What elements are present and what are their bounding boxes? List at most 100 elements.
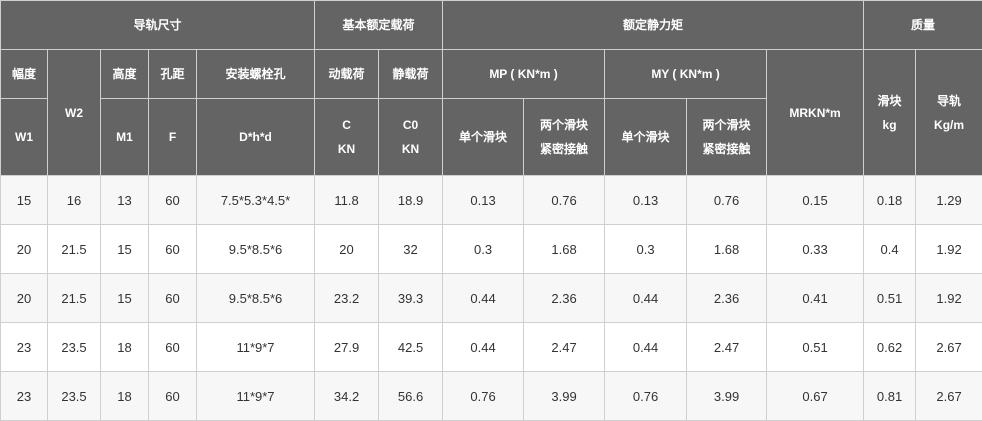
table-cell: 16 (47, 175, 101, 225)
table-row: 23 23.5 18 60 11*9*7 34.2 56.6 0.76 3.99 0.76 3.99… (0, 371, 982, 421)
table-cell: 3.99 (686, 371, 768, 421)
slider-mass-unit: kg (882, 117, 897, 132)
table-header: 导轨尺寸 基本额定载荷 额定静力矩 质量 幅度 W2 高度 孔距 安装螺栓孔 动… (0, 0, 982, 176)
table-cell: 60 (148, 322, 197, 372)
group-rail-dimensions: 导轨尺寸 (0, 0, 316, 50)
col-c0: C0 KN (378, 98, 444, 176)
col-bolt: D*h*d (195, 98, 316, 176)
rail-mass-unit: Kg/m (934, 117, 965, 132)
my-double-line2: 紧密接触 (702, 142, 751, 156)
table-cell: 0.33 (766, 224, 865, 274)
table-cell: 13 (100, 175, 149, 225)
table-cell: 0.13 (604, 175, 688, 225)
table-body: 15 16 13 60 7.5*5.3*4.5* 11.8 18.9 0.13 0.76 0.13… (0, 175, 982, 421)
table-cell: 0.15 (766, 175, 865, 225)
col-mr: MRKN*m (766, 49, 865, 176)
table-cell: 60 (148, 273, 197, 323)
slider-mass-label: 滑块 (877, 93, 902, 108)
table-cell: 21.5 (47, 224, 101, 274)
table-cell: 1.68 (523, 224, 606, 274)
table-row: 15 16 13 60 7.5*5.3*4.5* 11.8 18.9 0.13 0.76 0.13… (0, 175, 982, 225)
table-cell: 34.2 (314, 371, 380, 421)
table-cell: 18 (100, 371, 149, 421)
table-cell: 1.29 (915, 175, 982, 225)
table-cell: 2.67 (915, 371, 982, 421)
table-cell: 0.51 (863, 273, 917, 323)
table-cell: 32 (378, 224, 444, 274)
table-cell: 1.92 (915, 273, 982, 323)
table-cell: 18 (100, 322, 149, 372)
table-cell: 0.3 (442, 224, 525, 274)
mp-double-line1: 两个滑块 (540, 118, 589, 132)
col-m1: M1 (100, 98, 149, 176)
table-cell: 23.5 (47, 371, 101, 421)
my-double-line1: 两个滑块 (702, 118, 751, 132)
table-cell: 1.92 (915, 224, 982, 274)
col-w1-label: 幅度 (0, 49, 48, 99)
table-cell: 9.5*8.5*6 (195, 273, 316, 323)
table-cell: 2.67 (915, 322, 982, 372)
col-f-label: 孔距 (148, 49, 197, 99)
table-cell: 20 (0, 224, 48, 274)
col-my-single: 单个滑块 (604, 98, 688, 176)
table-cell: 21.5 (47, 273, 101, 323)
table-cell: 27.9 (314, 322, 380, 372)
table-cell: 0.44 (442, 273, 525, 323)
table-cell: 0.67 (766, 371, 865, 421)
table-cell: 15 (100, 224, 149, 274)
table-cell: 15 (100, 273, 149, 323)
table-cell: 18.9 (378, 175, 444, 225)
col-mp-double: 两个滑块 紧密接触 (523, 98, 606, 176)
table-cell: 56.6 (378, 371, 444, 421)
table-cell: 0.3 (604, 224, 688, 274)
table-cell: 23 (0, 322, 48, 372)
table-cell: 0.76 (604, 371, 688, 421)
table-cell: 60 (148, 175, 197, 225)
col-c-label: 动载荷 (314, 49, 380, 99)
table-cell: 3.99 (523, 371, 606, 421)
table-cell: 9.5*8.5*6 (195, 224, 316, 274)
group-static-moment: 额定静力矩 (442, 0, 865, 50)
col-my: MY ( KN*m ) (604, 49, 768, 99)
col-my-double: 两个滑块 紧密接触 (686, 98, 768, 176)
table-cell: 20 (0, 273, 48, 323)
col-f: F (148, 98, 197, 176)
table-row: 20 21.5 15 60 9.5*8.5*6 23.2 39.3 0.44 2.36 0.44 2… (0, 273, 982, 323)
c0-unit: KN (401, 142, 420, 156)
table-cell: 11*9*7 (195, 322, 316, 372)
table-cell: 20 (314, 224, 380, 274)
table-cell: 0.44 (604, 322, 688, 372)
table-cell: 0.4 (863, 224, 917, 274)
table-cell: 2.36 (523, 273, 606, 323)
col-m1-label: 高度 (100, 49, 149, 99)
table-cell: 0.41 (766, 273, 865, 323)
group-mass: 质量 (863, 0, 982, 50)
table-cell: 0.81 (863, 371, 917, 421)
col-c0-label: 静载荷 (378, 49, 444, 99)
col-mp-single: 单个滑块 (442, 98, 525, 176)
col-w2: W2 (47, 49, 101, 176)
table-cell: 0.44 (442, 322, 525, 372)
c0-label: C0 (402, 118, 419, 132)
table-cell: 0.76 (686, 175, 768, 225)
col-bolt-label: 安装螺栓孔 (195, 49, 316, 99)
table-cell: 0.76 (442, 371, 525, 421)
table-cell: 0.51 (766, 322, 865, 372)
group-basic-load: 基本额定载荷 (314, 0, 444, 50)
table-cell: 15 (0, 175, 48, 225)
c-unit: KN (337, 142, 356, 156)
col-c: C KN (314, 98, 380, 176)
table-cell: 2.47 (686, 322, 768, 372)
table-cell: 2.47 (523, 322, 606, 372)
table-cell: 0.44 (604, 273, 688, 323)
mp-double-line2: 紧密接触 (540, 142, 589, 156)
table-cell: 1.68 (686, 224, 768, 274)
col-rail-mass: 导轨 Kg/m (915, 49, 982, 176)
col-slider-mass: 滑块 kg (863, 49, 917, 176)
table-cell: 0.18 (863, 175, 917, 225)
table-cell: 42.5 (378, 322, 444, 372)
table-cell: 0.62 (863, 322, 917, 372)
table-cell: 60 (148, 224, 197, 274)
table-cell: 2.36 (686, 273, 768, 323)
